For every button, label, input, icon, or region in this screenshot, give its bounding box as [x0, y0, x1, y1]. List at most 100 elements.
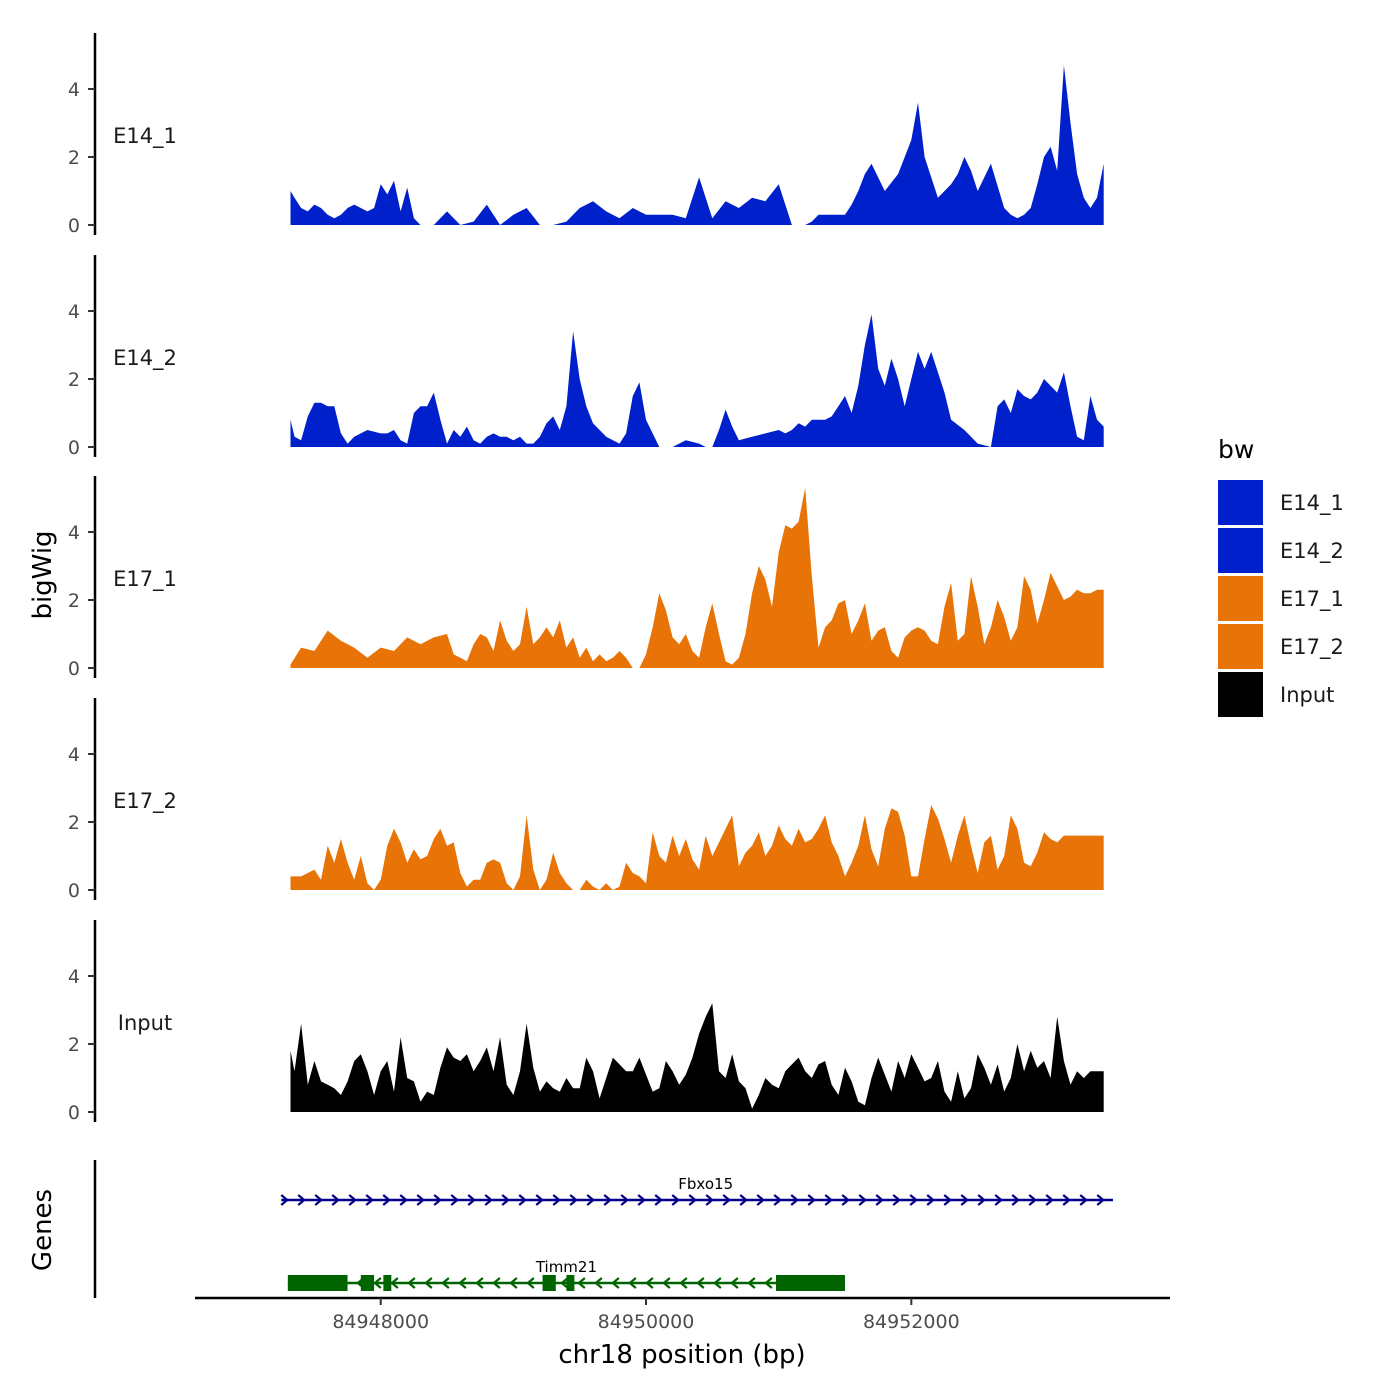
strand-arrow: [730, 1277, 739, 1289]
track-area: [290, 487, 1104, 668]
gene-exon: [383, 1275, 392, 1291]
strand-arrow: [560, 1277, 569, 1289]
y-tick-label: 4: [68, 966, 80, 988]
strand-arrow: [926, 1194, 935, 1206]
strand-arrow: [535, 1194, 544, 1206]
gene-exon: [776, 1275, 845, 1291]
strand-arrow: [620, 1194, 629, 1206]
strand-arrow: [773, 1194, 782, 1206]
legend-label: E17_2: [1280, 635, 1344, 660]
track-label: Input: [118, 1011, 172, 1035]
strand-arrow: [450, 1194, 459, 1206]
genes-axis-title: Genes: [28, 1189, 58, 1271]
strand-arrow: [297, 1194, 306, 1206]
strand-arrow: [747, 1277, 756, 1289]
strand-arrow: [994, 1194, 1003, 1206]
strand-arrow: [977, 1194, 986, 1206]
gene-exon: [566, 1275, 575, 1291]
strand-arrow: [628, 1277, 637, 1289]
track-e17-1: 0 2 4 E17_1: [68, 476, 1104, 680]
track-area: [290, 805, 1104, 890]
strand-arrow: [1028, 1194, 1037, 1206]
strand-arrow: [484, 1194, 493, 1206]
y-tick-label: 2: [68, 369, 80, 391]
strand-arrow: [373, 1277, 382, 1289]
x-tick-label: 84950000: [598, 1311, 695, 1333]
strand-arrow: [858, 1194, 867, 1206]
legend-swatch: [1218, 624, 1263, 669]
track-input: 0 2 4 Input: [68, 920, 1104, 1124]
strand-arrow: [688, 1194, 697, 1206]
y-tick-label: 0: [68, 215, 80, 237]
y-tick-label: 2: [68, 812, 80, 834]
x-tick-label: 84948000: [332, 1311, 429, 1333]
strand-arrow: [892, 1194, 901, 1206]
track-area: [290, 314, 1104, 447]
strand-arrow: [314, 1194, 323, 1206]
legend-swatch: [1218, 576, 1263, 621]
strand-arrow: [1062, 1194, 1071, 1206]
strand-arrow: [603, 1194, 612, 1206]
strand-arrow: [705, 1194, 714, 1206]
strand-arrow: [416, 1194, 425, 1206]
gene-fbxo15: Fbxo15: [280, 1175, 1113, 1206]
strand-arrow: [713, 1277, 722, 1289]
track-label: E17_2: [113, 789, 177, 814]
strand-arrow: [552, 1194, 561, 1206]
strand-arrow: [365, 1194, 374, 1206]
legend-label: E14_1: [1280, 491, 1344, 516]
legend-label: E17_1: [1280, 587, 1344, 612]
legend-title: bw: [1218, 435, 1254, 464]
strand-arrow: [586, 1194, 595, 1206]
strand-arrow: [331, 1194, 340, 1206]
strand-arrow: [594, 1277, 603, 1289]
strand-arrow: [1079, 1194, 1088, 1206]
gene-timm21: Timm21: [287, 1258, 845, 1291]
strand-arrow: [1096, 1194, 1105, 1206]
strand-arrow: [875, 1194, 884, 1206]
strand-arrow: [467, 1194, 476, 1206]
gene-exon: [360, 1275, 375, 1291]
strand-arrow: [526, 1277, 535, 1289]
strand-arrow: [960, 1194, 969, 1206]
strand-arrow: [492, 1277, 501, 1289]
strand-arrow: [1011, 1194, 1020, 1206]
y-tick-label: 0: [68, 880, 80, 902]
strand-arrow: [458, 1277, 467, 1289]
strand-arrow: [475, 1277, 484, 1289]
y-tick-label: 4: [68, 79, 80, 101]
strand-arrow: [764, 1277, 773, 1289]
strand-arrow: [790, 1194, 799, 1206]
track-area: [290, 1003, 1104, 1112]
y-tick-label: 0: [68, 1102, 80, 1124]
strand-arrow: [756, 1194, 765, 1206]
x-axis: 84948000 84950000 84952000: [195, 1296, 1170, 1333]
strand-arrow: [424, 1277, 433, 1289]
y-tick-label: 4: [68, 301, 80, 323]
strand-arrow: [611, 1277, 620, 1289]
strand-arrow: [407, 1277, 416, 1289]
strand-arrow: [824, 1194, 833, 1206]
strand-arrow: [807, 1194, 816, 1206]
strand-arrow: [943, 1194, 952, 1206]
legend-swatch: [1218, 480, 1263, 525]
strand-arrow: [671, 1194, 680, 1206]
strand-arrow: [637, 1194, 646, 1206]
strand-arrow: [280, 1194, 289, 1206]
strand-arrow: [739, 1194, 748, 1206]
legend: bw E14_1 E14_2 E17_1 E17_2 Input: [1218, 435, 1344, 717]
y-tick-label: 0: [68, 658, 80, 680]
tracks-layer: 0 2 4 E14_1 0 2 4 E14_2 0 2 4 E17_1 0 2 4 E17_2 0 2 4 Input: [68, 33, 1104, 1124]
y-axis-title: bigWig: [28, 530, 58, 619]
track-label: E14_1: [113, 124, 177, 149]
strand-arrow: [722, 1194, 731, 1206]
strand-arrow: [348, 1194, 357, 1206]
track-label: E17_1: [113, 567, 177, 592]
gene-exon: [287, 1275, 348, 1291]
strand-arrow: [390, 1277, 399, 1289]
track-area: [290, 65, 1104, 225]
legend-swatch: [1218, 672, 1263, 717]
strand-arrow: [696, 1277, 705, 1289]
track-e14-2: 0 2 4 E14_2: [68, 255, 1104, 459]
